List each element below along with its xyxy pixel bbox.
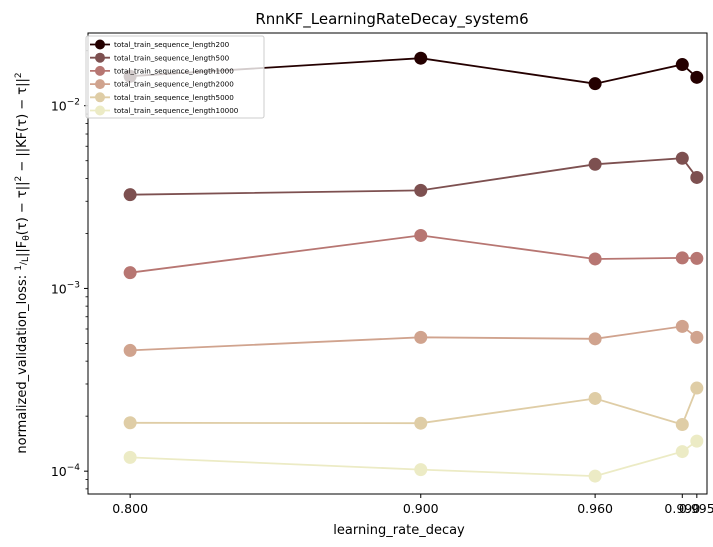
- x-tick-label: 0.800: [112, 501, 148, 516]
- data-point: [414, 330, 428, 344]
- data-point: [414, 228, 428, 242]
- data-point: [123, 266, 137, 280]
- legend-marker: [95, 79, 105, 90]
- data-point: [588, 332, 602, 346]
- legend-marker: [95, 65, 105, 76]
- legend-marker: [95, 39, 105, 50]
- y-tick-label: 10−2: [51, 98, 80, 114]
- legend-marker: [95, 52, 105, 63]
- data-point: [414, 51, 428, 65]
- y-tick-label: 10−4: [51, 463, 80, 479]
- data-point: [588, 77, 602, 91]
- legend-label: total_train_sequence_length1000: [114, 67, 234, 76]
- data-point: [675, 151, 689, 165]
- series-line-1: [130, 157, 698, 196]
- legend-marker: [95, 92, 105, 103]
- series-line-3: [130, 325, 698, 352]
- legend-label: total_train_sequence_length10000: [114, 106, 239, 115]
- series-line-5: [130, 440, 698, 478]
- data-point: [123, 343, 137, 357]
- y-axis-label: normalized_validation_loss: 1/L||Fθ(τ) −…: [14, 72, 32, 453]
- data-point: [690, 170, 704, 184]
- x-tick-label: 0.900: [403, 501, 439, 516]
- data-point: [690, 434, 704, 448]
- data-point: [588, 469, 602, 483]
- data-point: [588, 252, 602, 266]
- data-point: [123, 416, 137, 430]
- data-point: [675, 58, 689, 72]
- data-point: [675, 251, 689, 265]
- data-point: [414, 416, 428, 430]
- legend-label: total_train_sequence_length2000: [114, 80, 234, 89]
- legend-label: total_train_sequence_length200: [114, 40, 230, 49]
- plot-frame: [87, 32, 708, 495]
- series-line-2: [129, 234, 697, 274]
- y-tick-label: 10−3: [51, 280, 80, 296]
- legend-marker: [95, 105, 105, 116]
- data-point: [123, 450, 137, 464]
- x-tick-label: 0.995: [679, 501, 713, 516]
- data-point: [588, 391, 602, 405]
- chart-title: RnnKF_LearningRateDecay_system6: [255, 10, 528, 29]
- legend-label: total_train_sequence_length5000: [114, 93, 234, 102]
- data-point: [690, 330, 704, 344]
- data-point: [690, 251, 704, 265]
- data-point: [123, 188, 137, 202]
- x-tick-label: 0.960: [577, 501, 613, 516]
- data-point: [675, 418, 689, 432]
- series-line-4: [130, 387, 698, 426]
- y-axis: 10−4 10−3 10−2: [51, 50, 88, 490]
- data-point: [588, 157, 602, 171]
- data-point: [690, 70, 704, 84]
- legend-box: [85, 35, 265, 119]
- x-axis-label: learning_rate_decay: [333, 523, 465, 538]
- x-tick-label: 0.990: [664, 501, 700, 516]
- series-layer: [123, 51, 704, 483]
- legend: total_train_sequence_length200 total_trai…: [85, 35, 265, 119]
- legend-label: total_train_sequence_length500: [114, 53, 230, 62]
- data-point: [690, 381, 704, 395]
- data-point: [414, 463, 428, 477]
- data-point: [675, 445, 689, 459]
- data-point: [675, 319, 689, 333]
- data-point: [414, 183, 428, 197]
